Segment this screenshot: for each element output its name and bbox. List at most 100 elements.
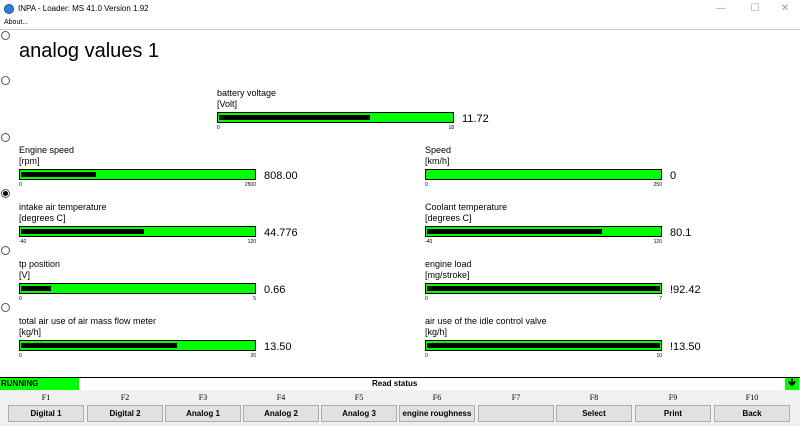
- gauge-bar: [19, 226, 256, 237]
- gauge-unit: [kg/h]: [19, 327, 42, 337]
- fkey-f10: F10 Back: [714, 390, 790, 424]
- gauge-name: Engine speed: [19, 145, 75, 155]
- gauge-min: 0: [19, 296, 22, 302]
- digital-2-button[interactable]: Digital 2: [87, 405, 163, 422]
- gauge-max: 5: [253, 296, 256, 302]
- fkey-f3: F3 Analog 1: [165, 390, 241, 424]
- analog-1-button[interactable]: Analog 1: [165, 405, 241, 422]
- gauge-bar: [425, 340, 662, 351]
- analog-2-button[interactable]: Analog 2: [243, 405, 319, 422]
- gauge-bar: [19, 340, 256, 351]
- gauge-intake-air-temperature: intake air temperature [degrees C] -40 1…: [19, 202, 298, 258]
- engine-roughness-button[interactable]: engine roughness: [399, 405, 475, 422]
- fkey-f2: F2 Digital 2: [87, 390, 163, 424]
- status-text: Read status: [372, 379, 418, 388]
- fkey-label: F1: [41, 393, 51, 402]
- gauge-name: engine load: [425, 259, 472, 269]
- gauge-max: 2500: [244, 182, 256, 188]
- gauge-name: tp position: [19, 259, 61, 269]
- gauge-tp-position: tp position [V] 0 5 0.66: [19, 259, 285, 315]
- gauge-bar: [425, 226, 662, 237]
- radio-button-1[interactable]: [1, 31, 10, 40]
- close-button[interactable]: ✕: [780, 3, 790, 14]
- back-button[interactable]: Back: [714, 405, 790, 422]
- gauge-fill: [427, 286, 660, 291]
- minimize-button[interactable]: —: [716, 3, 726, 14]
- gauge-unit: [degrees C]: [19, 213, 66, 223]
- fkey-label: F6: [432, 393, 442, 402]
- radio-button-3[interactable]: [1, 133, 10, 142]
- gauge-value: 44.776: [264, 227, 298, 239]
- gauge-unit: [mg/stroke]: [425, 270, 470, 280]
- radio-button-6[interactable]: [1, 303, 10, 312]
- gauge-fill: [21, 286, 51, 291]
- gauge-min: 0: [19, 353, 22, 359]
- fkey-label: F7: [511, 393, 521, 402]
- window-title: INPA - Loader: MS 41.0 Version 1.92: [18, 4, 149, 13]
- gauge-unit: [Volt]: [217, 99, 238, 109]
- gauge-bar: [425, 169, 662, 180]
- fkey-f1: F1 Digital 1: [8, 390, 84, 424]
- gauge-unit: [kg/h]: [425, 327, 448, 337]
- gauge-name: Speed: [425, 145, 452, 155]
- gauge-engine-speed: Engine speed [rpm] 0 2500 808.00: [19, 145, 298, 201]
- gauge-fill: [21, 229, 144, 234]
- analog-3-button[interactable]: Analog 3: [321, 405, 397, 422]
- app-icon: [4, 4, 14, 14]
- select-button[interactable]: Select: [556, 405, 632, 422]
- maximize-button[interactable]: ☐: [750, 3, 760, 14]
- gauge-value: 0.66: [264, 284, 286, 296]
- gauge-max: 120: [247, 239, 256, 245]
- fkey-f4: F4 Analog 2: [243, 390, 319, 424]
- gauge-value: !92.42: [670, 284, 701, 296]
- gauge-idle-control-valve: air use of the idle control valve [kg/h]…: [425, 316, 701, 372]
- fkey-label: F5: [354, 393, 364, 402]
- gauge-min: 0: [425, 353, 428, 359]
- gauge-engine-load: engine load [mg/stroke] 0 7 !92.42: [425, 259, 701, 315]
- gauge-max: 18: [448, 125, 454, 131]
- function-key-bar: F1 Digital 1 F2 Digital 2 F3 Analog 1 F4…: [0, 390, 800, 426]
- gauge-min: 0: [217, 125, 220, 131]
- gauge-unit: [V]: [19, 270, 31, 280]
- gauge-max: 250: [653, 182, 662, 188]
- title-bar: INPA - Loader: MS 41.0 Version 1.92 — ☐ …: [0, 0, 800, 18]
- gauge-name: battery voltage: [217, 88, 277, 98]
- gauge-name: intake air temperature: [19, 202, 107, 212]
- fkey-label: F10: [745, 393, 759, 402]
- gauge-air-mass-flow: total air use of air mass flow meter [kg…: [19, 316, 292, 372]
- gauge-unit: [degrees C]: [425, 213, 472, 223]
- gauge-name: total air use of air mass flow meter: [19, 316, 157, 326]
- gauge-max: 7: [659, 296, 662, 302]
- gauge-fill: [21, 172, 96, 177]
- gauge-min: -40: [425, 239, 433, 245]
- menu-divider: [0, 29, 800, 30]
- f7-button[interactable]: [478, 405, 554, 422]
- digital-1-button[interactable]: Digital 1: [8, 405, 84, 422]
- gauge-min: 0: [425, 182, 428, 188]
- fkey-f5: F5 Analog 3: [321, 390, 397, 424]
- gauge-value: 11.72: [462, 113, 489, 125]
- gauge-value: 0: [670, 170, 677, 182]
- gauge-unit: [km/h]: [425, 156, 450, 166]
- menu-about[interactable]: About...: [4, 19, 29, 26]
- screen-title: analog values 1: [19, 40, 160, 62]
- gauge-max: 120: [653, 239, 662, 245]
- gauge-min: 0: [425, 296, 428, 302]
- gauge-fill: [427, 229, 602, 234]
- gauge-speed: Speed [km/h] 0 250 0: [425, 145, 685, 201]
- gauge-value: 808.00: [264, 170, 298, 182]
- gauge-max: 20: [250, 353, 256, 359]
- fkey-f6: F6 engine roughness: [399, 390, 475, 424]
- gauge-value: 13.50: [264, 341, 292, 353]
- print-button[interactable]: Print: [635, 405, 711, 422]
- radio-button-4-selected[interactable]: [1, 189, 10, 198]
- radio-button-2[interactable]: [1, 76, 10, 85]
- gauge-coolant-temperature: Coolant temperature [degrees C] -40 120 …: [425, 202, 691, 258]
- gauge-fill: [219, 115, 370, 120]
- radio-button-5[interactable]: [1, 246, 10, 255]
- gauge-battery-voltage: battery voltage [Volt] 0 18 11.72: [217, 88, 489, 144]
- menu-bar: About...: [0, 18, 800, 30]
- down-arrow-icon[interactable]: 🡻: [785, 378, 799, 390]
- fkey-f7: F7: [478, 390, 554, 424]
- fkey-label: F3: [198, 393, 208, 402]
